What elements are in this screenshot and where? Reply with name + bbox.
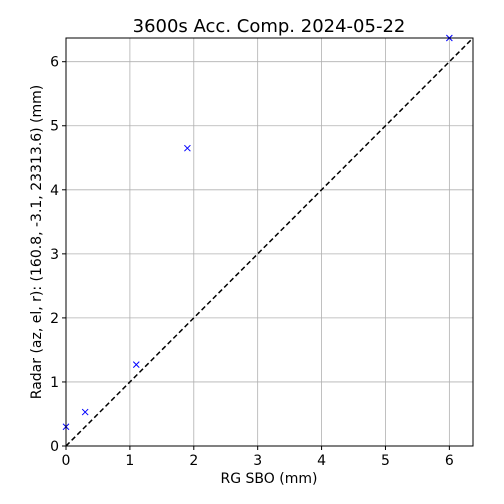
data-point bbox=[81, 408, 89, 416]
y-tick-label: 5 bbox=[50, 119, 59, 135]
data-point-stroke bbox=[132, 361, 140, 369]
x-tick-label: 2 bbox=[189, 453, 198, 469]
x-tick-label: 0 bbox=[62, 453, 71, 469]
grid bbox=[65, 38, 473, 447]
x-axis-label: RG SBO (mm) bbox=[221, 471, 318, 487]
y-axis-label: Radar (az, el, r): (160.8, -3.1, 23313.6… bbox=[29, 85, 45, 399]
data-point bbox=[184, 144, 191, 152]
y-tick-label: 1 bbox=[50, 375, 59, 391]
data-point-stroke bbox=[81, 408, 89, 416]
reference-line bbox=[65, 37, 474, 447]
x-tick-label: 6 bbox=[445, 453, 454, 469]
y-tick-label: 2 bbox=[50, 311, 59, 327]
x-tick-label: 5 bbox=[381, 453, 390, 469]
y-tick-label: 6 bbox=[50, 55, 59, 71]
y-tick-label: 0 bbox=[50, 439, 59, 455]
axis-ticks: 0 1 2 3 4 5 6 0 1 2 3 4 5 6 bbox=[50, 55, 454, 469]
y-tick-label: 3 bbox=[50, 247, 59, 263]
reference-line-layer bbox=[65, 37, 474, 447]
chart-title: 3600s Acc. Comp. 2024-05-22 bbox=[133, 16, 406, 37]
x-tick-label: 3 bbox=[253, 453, 262, 469]
data-point-stroke bbox=[184, 144, 191, 152]
y-tick-label: 4 bbox=[50, 183, 59, 199]
plot-frame bbox=[65, 37, 474, 447]
data-point bbox=[132, 361, 140, 369]
x-tick-label: 4 bbox=[317, 453, 326, 469]
x-tick-label: 1 bbox=[125, 453, 134, 469]
